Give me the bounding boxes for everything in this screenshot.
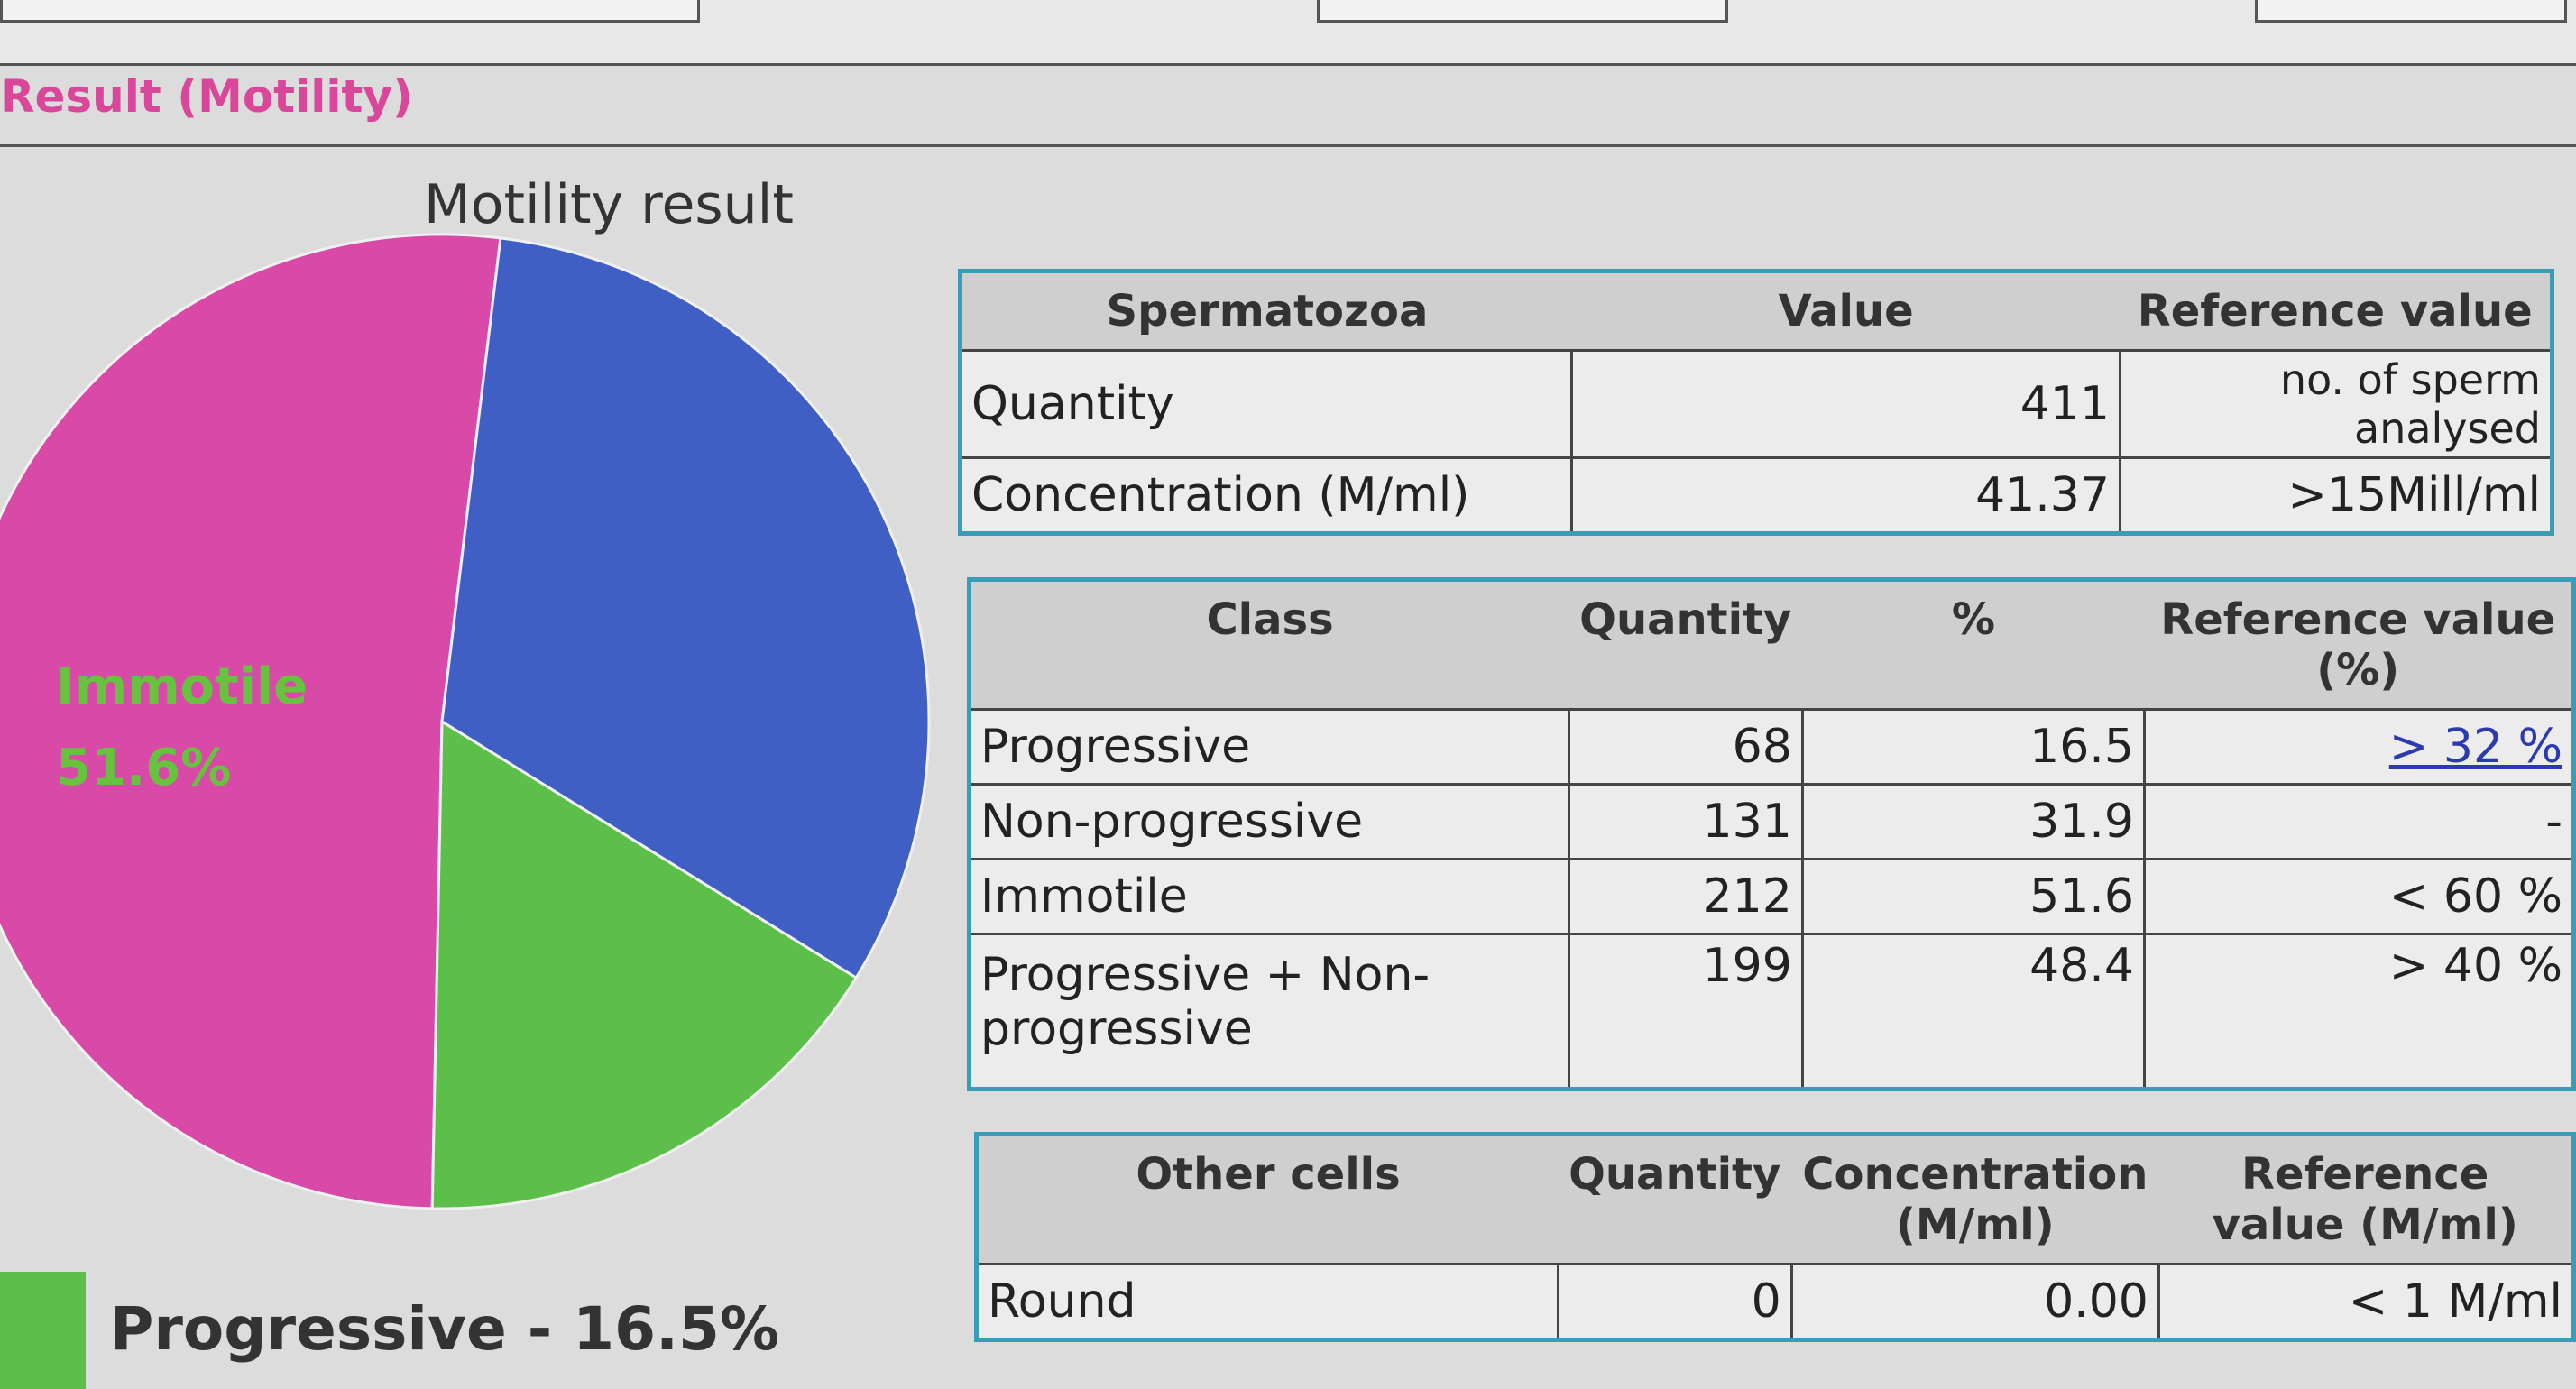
- table-header-row: Other cells Quantity Concentration (M/ml…: [976, 1134, 2574, 1265]
- row-reference: < 60 %: [2142, 858, 2576, 935]
- pie-slice-progressive: [430, 719, 859, 1210]
- col-header-concentration: Concentration (M/ml): [1791, 1134, 2159, 1265]
- row-label: Progressive + Non-progressive: [968, 933, 1570, 1090]
- table-row: Round 0 0.00 < 1 M/ml: [975, 1263, 2576, 1341]
- top-form-box: [0, 0, 700, 23]
- slice-label-percent: 51.6%: [56, 739, 231, 797]
- slice-label-name: Immotile: [56, 658, 308, 716]
- section-title: Result (Motility): [0, 70, 413, 123]
- row-quantity: 68: [1567, 708, 1804, 786]
- table-row: Immotile 212 51.6 < 60 %: [968, 858, 2576, 935]
- row-percent: 31.9: [1800, 783, 2146, 860]
- col-header-value: Value: [1571, 271, 2121, 351]
- chart-title: Motility result: [424, 173, 794, 236]
- top-form-box: [1317, 0, 1728, 23]
- legend-entry-progressive: Progressive - 16.5%: [110, 1294, 780, 1364]
- col-header-percent: %: [1802, 579, 2145, 710]
- row-percent: 16.5: [1800, 708, 2146, 786]
- page-top-edge: [0, 0, 2576, 66]
- row-reference: < 1 M/ml: [2157, 1263, 2576, 1341]
- section-divider: [0, 144, 2576, 147]
- motility-class-table: Class Quantity % Reference value (%) Pro…: [967, 577, 2576, 1091]
- row-concentration: 0.00: [1789, 1263, 2160, 1341]
- col-header-reference: Reference value: [2120, 271, 2553, 351]
- pen-underlined-reference: > 32 %: [2388, 720, 2562, 774]
- row-reference: no. of sperm analysed: [2118, 349, 2554, 459]
- motility-chart: Immotile 51.6% Motility result Progressiv…: [0, 153, 938, 1389]
- row-reference: -: [2142, 783, 2576, 860]
- table-row: Non-progressive 131 31.9 -: [968, 783, 2576, 860]
- col-header-reference: Reference value (M/ml): [2158, 1134, 2574, 1265]
- other-cells-table: Other cells Quantity Concentration (M/ml…: [974, 1132, 2576, 1342]
- top-form-box: [2255, 0, 2567, 23]
- row-quantity: 212: [1567, 858, 1804, 935]
- row-percent: 51.6: [1800, 858, 2146, 935]
- row-reference: > 40 %: [2142, 933, 2576, 1090]
- row-value: 41.37: [1570, 456, 2121, 535]
- table-row: Progressive 68 16.5 > 32 %: [968, 708, 2576, 786]
- table-header-row: Spermatozoa Value Reference value: [960, 271, 2553, 351]
- row-label: Concentration (M/ml): [958, 456, 1574, 535]
- col-header-other-cells: Other cells: [976, 1134, 1559, 1265]
- col-header-quantity: Quantity: [1569, 579, 1803, 710]
- table-row: Progressive + Non-progressive 199 48.4 >…: [968, 933, 2576, 1090]
- chart-legend: Progressive - 16.5%: [0, 1272, 938, 1389]
- col-header-quantity: Quantity: [1558, 1134, 1792, 1265]
- row-label: Round: [975, 1263, 1559, 1341]
- row-label: Quantity: [958, 349, 1574, 459]
- row-quantity: 131: [1567, 783, 1804, 860]
- table-header-row: Class Quantity % Reference value (%): [969, 579, 2574, 710]
- row-reference: > 32 %: [2142, 708, 2576, 786]
- row-quantity: 0: [1556, 1263, 1793, 1341]
- col-header-reference: Reference value (%): [2144, 579, 2574, 710]
- row-reference: >15Mill/ml: [2118, 456, 2554, 535]
- row-quantity: 199: [1567, 933, 1804, 1090]
- col-header-class: Class: [969, 579, 1569, 710]
- pie-slice-non-progressive: [440, 236, 931, 980]
- legend-swatch-progressive: [0, 1272, 86, 1389]
- table-row: Quantity 411 no. of sperm analysed: [958, 349, 2554, 459]
- spermatozoa-table: Spermatozoa Value Reference value Quanti…: [958, 269, 2554, 536]
- row-percent: 48.4: [1800, 933, 2146, 1090]
- pie-slice-immotile: [0, 233, 502, 1210]
- table-row: Concentration (M/ml) 41.37 >15Mill/ml: [958, 456, 2554, 535]
- row-label: Progressive: [968, 708, 1570, 786]
- col-header-spermatozoa: Spermatozoa: [960, 271, 1572, 351]
- row-value: 411: [1570, 349, 2121, 459]
- row-label: Non-progressive: [968, 783, 1570, 860]
- pie-chart: Immotile 51.6%: [0, 233, 931, 1210]
- row-label: Immotile: [968, 858, 1570, 935]
